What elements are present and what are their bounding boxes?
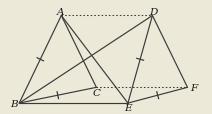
Text: A: A xyxy=(57,8,64,17)
Text: D: D xyxy=(149,8,157,17)
Text: C: C xyxy=(92,88,100,97)
Text: F: F xyxy=(190,83,197,92)
Text: B: B xyxy=(10,99,17,108)
Text: E: E xyxy=(124,104,132,113)
